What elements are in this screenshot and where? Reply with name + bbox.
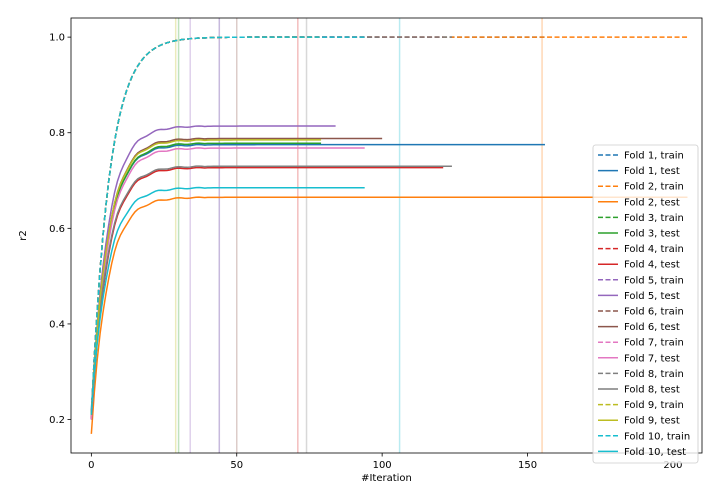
legend: Fold 1, train Fold 1, test Fold 2, train Fo…	[592, 144, 699, 464]
test-curve	[90, 142, 322, 420]
legend-label: Fold 5, test	[624, 291, 680, 302]
legend-label: Fold 10, test	[624, 447, 686, 458]
y-tick-label: 0.6	[49, 224, 65, 235]
x-tick-label: 100	[373, 460, 392, 471]
y-axis-label: r2	[18, 230, 29, 240]
test-curve	[90, 165, 452, 415]
legend-label: Fold 4, train	[624, 244, 684, 255]
x-axis-label: #Iteration	[361, 473, 412, 484]
legend-label: Fold 9, test	[624, 416, 680, 427]
y-tick-label: 0.8	[49, 128, 65, 139]
test-curve	[90, 137, 383, 420]
legend-label: Fold 6, train	[624, 307, 684, 318]
legend-label: Fold 7, test	[624, 353, 680, 364]
y-tick-label: 0.4	[49, 319, 65, 330]
best-iteration-lines	[174, 18, 543, 453]
legend-label: Fold 6, test	[624, 322, 680, 333]
x-tick-label: 50	[230, 460, 243, 471]
test-curve	[90, 196, 688, 434]
legend-label: Fold 3, test	[624, 229, 680, 240]
legend-label: Fold 3, train	[624, 213, 684, 224]
y-axis: 0.2 0.4 0.6 0.8 1.0	[49, 33, 71, 426]
axes-frame	[70, 17, 703, 454]
y-tick-label: 0.2	[49, 415, 65, 426]
test-curve	[90, 166, 444, 420]
legend-label: Fold 10, train	[624, 431, 690, 442]
legend-label: Fold 8, train	[624, 369, 684, 380]
legend-label: Fold 1, train	[624, 151, 684, 162]
legend-label: Fold 5, train	[624, 275, 684, 286]
test-curve	[90, 143, 545, 411]
legend-label: Fold 1, test	[624, 166, 680, 177]
legend-label: Fold 2, test	[624, 197, 680, 208]
train-curve	[90, 36, 365, 415]
legend-label: Fold 7, train	[624, 338, 684, 349]
y-tick-label: 1.0	[49, 33, 65, 44]
x-tick-label: 200	[663, 460, 682, 471]
x-tick-label: 150	[518, 460, 537, 471]
series-lines	[90, 36, 688, 434]
x-tick-label: 0	[88, 460, 94, 471]
test-curve	[90, 139, 322, 415]
legend-label: Fold 2, train	[624, 182, 684, 193]
legend-box	[592, 144, 699, 464]
test-curve	[90, 186, 365, 415]
test-curve	[90, 147, 365, 420]
test-curve	[90, 125, 336, 415]
legend-label: Fold 9, train	[624, 400, 684, 411]
legend-label: Fold 4, test	[624, 260, 680, 271]
legend-label: Fold 8, test	[624, 385, 680, 396]
